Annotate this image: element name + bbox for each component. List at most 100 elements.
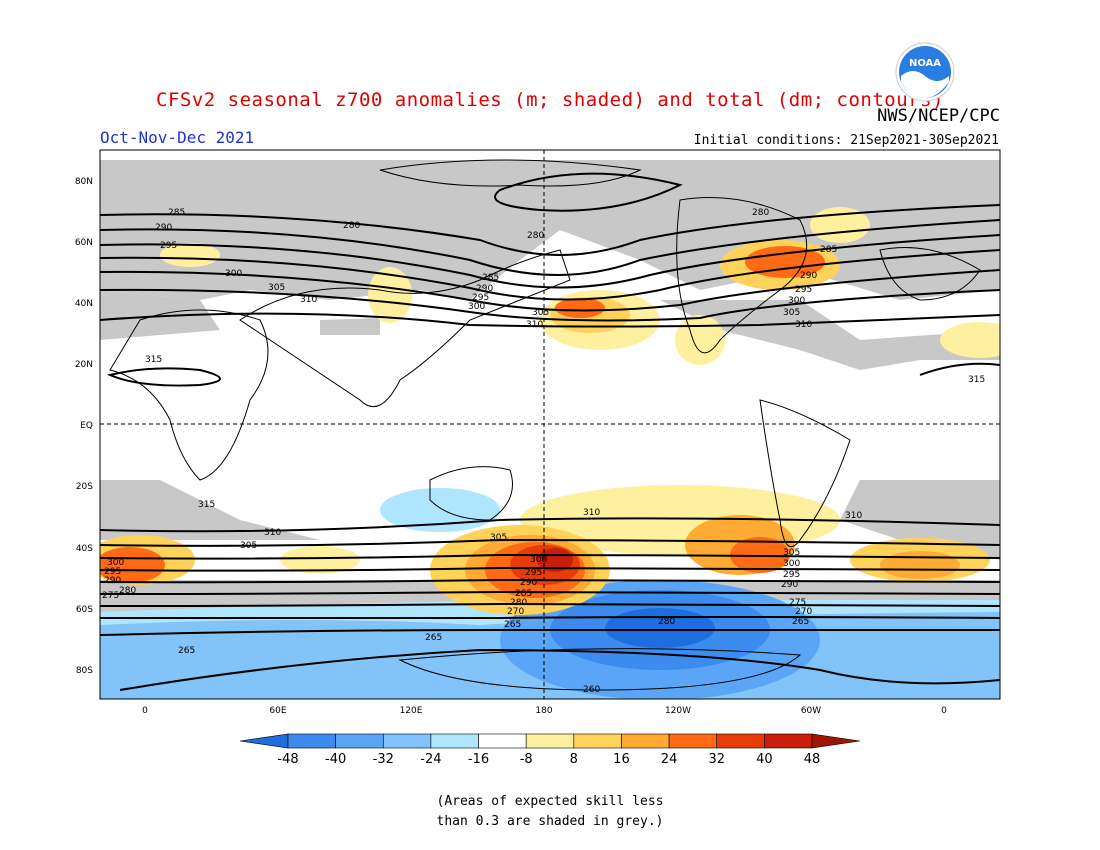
contour-label: 305	[490, 533, 507, 543]
contour-label: 295	[104, 567, 121, 577]
colorbar-tick-label: -16	[467, 752, 490, 767]
lon-tick-label: 60E	[269, 706, 286, 716]
colorbar-segment	[335, 733, 384, 749]
contour-label: 285	[168, 208, 185, 218]
contour-label: 290	[781, 580, 798, 590]
contour-label: 300	[783, 559, 800, 569]
footnote-line-2: than 0.3 are shaded in grey.)	[436, 814, 664, 829]
lat-tick-label: EQ	[80, 421, 93, 431]
colorbar-tick-label: 8	[569, 752, 578, 767]
colorbar-tick-label: -40	[325, 752, 347, 767]
contour-label: 310	[583, 508, 600, 518]
contour-label: 280	[510, 598, 527, 608]
lon-tick-label: 0	[142, 706, 148, 716]
contour-label: 285	[820, 245, 837, 255]
colorbar-segment	[573, 733, 622, 749]
contour-label: 280	[658, 617, 675, 627]
contour-label: 305	[532, 308, 549, 318]
contour-label: 300	[788, 296, 805, 306]
contour-label: 265	[792, 617, 809, 627]
chart-title: CFSv2 seasonal z700 anomalies (m; shaded…	[156, 89, 944, 111]
lon-tick-label: 0	[941, 706, 947, 716]
lat-tick-label: 80N	[75, 177, 93, 187]
longitude-axis: 0 60E 120E 180 120W 60W 0	[142, 706, 947, 716]
colorbar-tick-label: 32	[708, 752, 725, 767]
lon-tick-label: 180	[535, 706, 552, 716]
contour-label: 310	[526, 320, 543, 330]
colorbar-min-arrow	[239, 733, 289, 749]
lon-tick-label: 120W	[665, 706, 691, 716]
contour-label: 295	[472, 293, 489, 303]
colorbar-tick-label: 24	[660, 752, 678, 767]
contour-label: 260	[583, 685, 600, 695]
colorbar-segment	[287, 733, 336, 749]
footnote-line-1: (Areas of expected skill less	[436, 794, 664, 809]
contour-label: 300	[468, 302, 485, 312]
colorbar-segment	[478, 733, 527, 749]
contour-label: 275	[789, 598, 806, 608]
contour-label: 305	[783, 308, 800, 318]
contour-label: 290	[800, 271, 817, 281]
contour-label: 290	[476, 284, 493, 294]
contour-label: 280	[343, 221, 360, 231]
colorbar	[239, 733, 861, 749]
contour-label: 285	[482, 273, 499, 283]
contour-label: 275	[102, 591, 119, 601]
lat-tick-label: 60S	[76, 605, 93, 615]
colorbar-segment	[525, 733, 575, 749]
contour-label: 305	[268, 283, 285, 293]
contour-label: 265	[178, 646, 195, 656]
colorbar-tick-label: 16	[613, 752, 630, 767]
contour-label: 295	[795, 285, 812, 295]
skill-footnote: (Areas of expected skill less than 0.3 a…	[0, 792, 1100, 832]
contour-label: 290	[155, 223, 172, 233]
height-contours	[100, 172, 1000, 691]
colorbar-segment	[430, 733, 479, 749]
lat-tick-label: 40S	[76, 544, 93, 554]
contour-label: 315	[968, 375, 985, 385]
contour-label: 300	[530, 555, 547, 565]
contour-label: 305	[783, 548, 800, 558]
colorbar-segment	[382, 733, 432, 749]
contour-label: 310	[264, 528, 281, 538]
contour-label: 265	[504, 620, 521, 630]
noaa-logo-text: NOAA	[909, 58, 941, 69]
latitude-axis: 80N 60N 40N 20N EQ 20S 40S 60S 80S	[75, 177, 93, 676]
contour-label: 315	[198, 500, 215, 510]
contour-label: 290	[520, 578, 537, 588]
colorbar-tick-label: -48	[277, 752, 299, 767]
contour-label: 295	[160, 241, 177, 251]
contour-label: 295	[783, 570, 800, 580]
lon-tick-label: 60W	[801, 706, 821, 716]
colorbar-tick-label: -32	[372, 752, 394, 767]
contour-label: 280	[527, 231, 544, 241]
contour-label: 290	[104, 576, 121, 586]
contour-label: 310	[300, 295, 317, 305]
contour-label: 280	[119, 586, 136, 596]
map-frame	[99, 149, 1001, 700]
colorbar-tick-label: -24	[420, 752, 442, 767]
lon-tick-label: 120E	[400, 706, 423, 716]
contour-label: 300	[107, 558, 124, 568]
noaa-logo: NOAA	[895, 42, 955, 102]
contour-label: 285	[515, 589, 532, 599]
contour-label: 280	[752, 208, 769, 218]
contour-label: 305	[240, 541, 257, 551]
colorbar-max-arrow	[811, 733, 861, 749]
contour-label: 265	[425, 633, 442, 643]
lat-tick-label: 20N	[75, 360, 93, 370]
lat-tick-label: 80S	[76, 666, 93, 676]
contour-label: 270	[507, 607, 524, 617]
colorbar-tick-label: -8	[519, 752, 533, 767]
lat-tick-label: 40N	[75, 299, 93, 309]
agency-label: NWS/NCEP/CPC	[877, 106, 1000, 126]
season-label: Oct-Nov-Dec 2021	[100, 128, 255, 147]
lat-tick-label: 20S	[76, 482, 93, 492]
contour-labels: 285 290 295 300 305 310 315 280 280 280 …	[102, 208, 985, 695]
initial-conditions-label: Initial conditions: 21Sep2021-30Sep2021	[693, 133, 999, 148]
contour-label: 270	[795, 607, 812, 617]
contour-label: 310	[845, 511, 862, 521]
colorbar-tick-label: 40	[756, 752, 773, 767]
contour-label: 315	[145, 355, 162, 365]
